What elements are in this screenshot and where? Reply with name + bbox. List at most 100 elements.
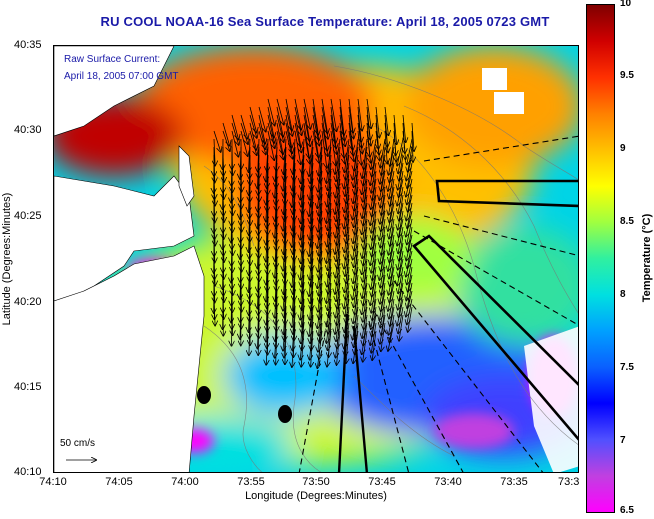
transect-line <box>352 325 369 472</box>
current-vector <box>284 178 287 214</box>
current-vector <box>375 106 379 137</box>
current-vector <box>283 154 286 191</box>
current-vector <box>330 106 336 143</box>
current-vector <box>389 314 395 342</box>
current-vector <box>389 266 395 295</box>
current-vector <box>283 234 286 271</box>
current-vector <box>319 138 323 175</box>
current-vector <box>310 266 313 303</box>
current-vector <box>345 282 350 316</box>
current-vector <box>336 322 341 358</box>
current-vector <box>371 202 377 233</box>
current-vector <box>223 234 224 262</box>
current-vector <box>303 98 310 129</box>
current-vector <box>389 274 395 302</box>
current-vector <box>321 114 327 151</box>
current-vector <box>370 274 377 305</box>
current-vector <box>231 290 232 322</box>
current-vector <box>327 210 332 247</box>
current-vector <box>267 106 274 137</box>
current-vector <box>319 298 323 335</box>
current-vector <box>371 242 377 273</box>
x-tick-label: 74:10 <box>39 476 67 488</box>
current-vector <box>344 154 350 189</box>
current-vector <box>399 314 404 341</box>
transect-box-southeast <box>412 234 578 441</box>
current-vector <box>301 146 305 183</box>
current-vector <box>266 146 268 181</box>
current-vector <box>336 146 341 181</box>
current-vector <box>371 322 377 353</box>
current-vector <box>317 250 323 288</box>
current-vector <box>275 186 277 221</box>
current-vector <box>399 210 404 237</box>
current-vector <box>390 178 395 206</box>
x-tick-label: 73:40 <box>434 476 462 488</box>
current-vector <box>371 298 377 329</box>
current-vector <box>353 226 359 260</box>
current-vector <box>389 170 395 199</box>
current-vector <box>336 306 341 341</box>
current-vector <box>354 274 359 307</box>
current-vector <box>328 234 332 270</box>
current-vector <box>357 122 362 153</box>
current-vector <box>371 162 377 193</box>
current-vector <box>406 250 413 277</box>
current-vector <box>214 234 215 262</box>
current-vector <box>301 250 304 287</box>
current-vector <box>293 258 295 294</box>
current-vector <box>354 154 359 187</box>
current-vector <box>214 274 215 302</box>
current-vector <box>372 186 377 217</box>
current-vector <box>357 98 362 130</box>
current-vector <box>380 154 386 184</box>
dashed-line <box>393 280 544 472</box>
current-vector <box>293 298 295 334</box>
current-vector <box>399 274 404 301</box>
current-vector <box>257 314 259 348</box>
current-vector <box>380 274 386 304</box>
current-vector <box>214 194 215 222</box>
current-vector <box>408 226 413 252</box>
current-vector <box>240 306 241 339</box>
current-vector <box>303 106 310 141</box>
current-vector <box>284 282 286 317</box>
current-vector <box>231 130 238 157</box>
current-vector <box>390 258 395 286</box>
current-vector <box>353 306 359 340</box>
dashed-line <box>298 310 330 472</box>
current-vector <box>330 114 336 148</box>
current-vector <box>398 162 404 190</box>
current-vector <box>318 274 323 312</box>
current-vector <box>257 274 259 308</box>
current-vector <box>276 290 277 324</box>
current-vector <box>408 266 413 292</box>
current-vector <box>301 330 304 367</box>
current-vector <box>407 202 413 228</box>
current-vector <box>317 210 323 248</box>
current-vector <box>275 162 277 198</box>
current-vector <box>348 122 353 156</box>
current-vector <box>339 114 345 146</box>
current-vector <box>301 290 304 327</box>
current-vector <box>258 178 259 212</box>
current-vector <box>408 306 413 332</box>
current-vector <box>267 154 268 188</box>
current-vector <box>284 258 287 294</box>
current-vector <box>300 162 305 200</box>
current-vector <box>267 194 268 228</box>
current-vector <box>380 234 386 264</box>
current-vector <box>389 154 395 182</box>
current-vector <box>266 250 268 285</box>
sst-map-svg <box>54 46 578 472</box>
current-vector <box>276 330 277 364</box>
current-vector <box>285 114 292 148</box>
current-vector <box>223 210 224 239</box>
current-vector <box>327 290 332 327</box>
current-vector <box>321 122 328 156</box>
current-vector <box>366 114 371 145</box>
current-vector <box>388 162 395 191</box>
current-vector <box>249 298 251 332</box>
current-vector <box>371 282 377 313</box>
current-vector <box>354 194 359 227</box>
